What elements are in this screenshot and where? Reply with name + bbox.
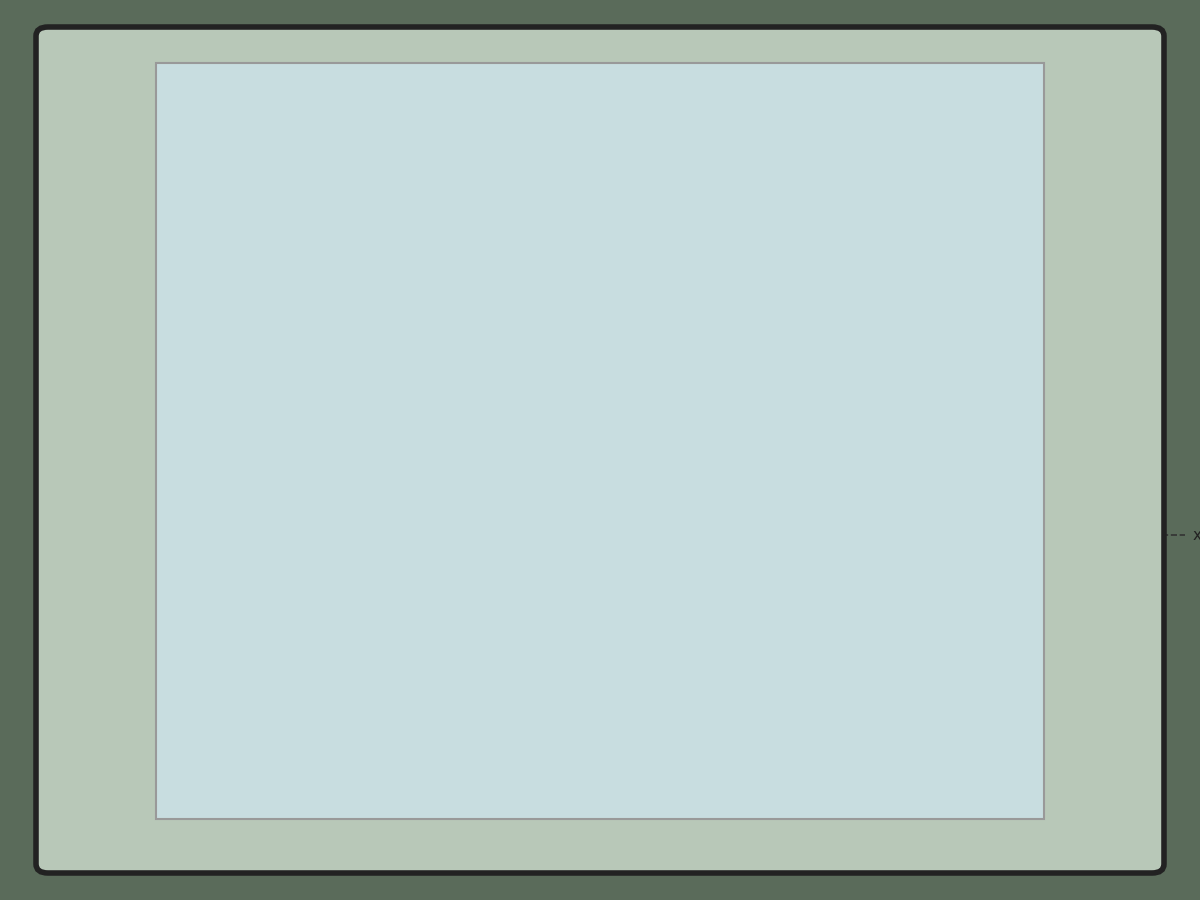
Text: x: x xyxy=(1193,527,1200,543)
Text: B: B xyxy=(1025,636,1037,654)
Circle shape xyxy=(1003,636,1031,664)
Text: subjected to a combination of distributed and point: subjected to a combination of distribute… xyxy=(262,153,712,171)
Text: $\it{Ans.}$  $A_x$ = 750 N,  $A_y$ = 3.07 kN,  $B_y$ = 1.224 kN: $\it{Ans.}$ $A_x$ = 750 N, $A_y$ = 3.07 … xyxy=(306,226,725,250)
Text: 5/101: 5/101 xyxy=(182,116,239,134)
Bar xyxy=(158,610,1072,632)
Text: loads.: loads. xyxy=(262,190,313,208)
Polygon shape xyxy=(311,632,371,671)
Text: 0.6
m: 0.6 m xyxy=(376,724,397,754)
Text: 1.8 m: 1.8 m xyxy=(732,724,772,738)
Text: 1.5 kN: 1.5 kN xyxy=(852,423,906,441)
Text: y: y xyxy=(1115,450,1123,465)
Text: A: A xyxy=(322,636,332,654)
Text: 1.2 m: 1.2 m xyxy=(229,724,269,738)
Text: Determine the reactions at $A$ and $B$ for the beam: Determine the reactions at $A$ and $B$ f… xyxy=(262,116,689,134)
Text: 30°: 30° xyxy=(817,528,845,544)
Text: 1.2 m: 1.2 m xyxy=(960,724,1000,738)
Text: 1.2 m: 1.2 m xyxy=(503,724,544,738)
Text: 2 kN/m: 2 kN/m xyxy=(440,395,500,413)
